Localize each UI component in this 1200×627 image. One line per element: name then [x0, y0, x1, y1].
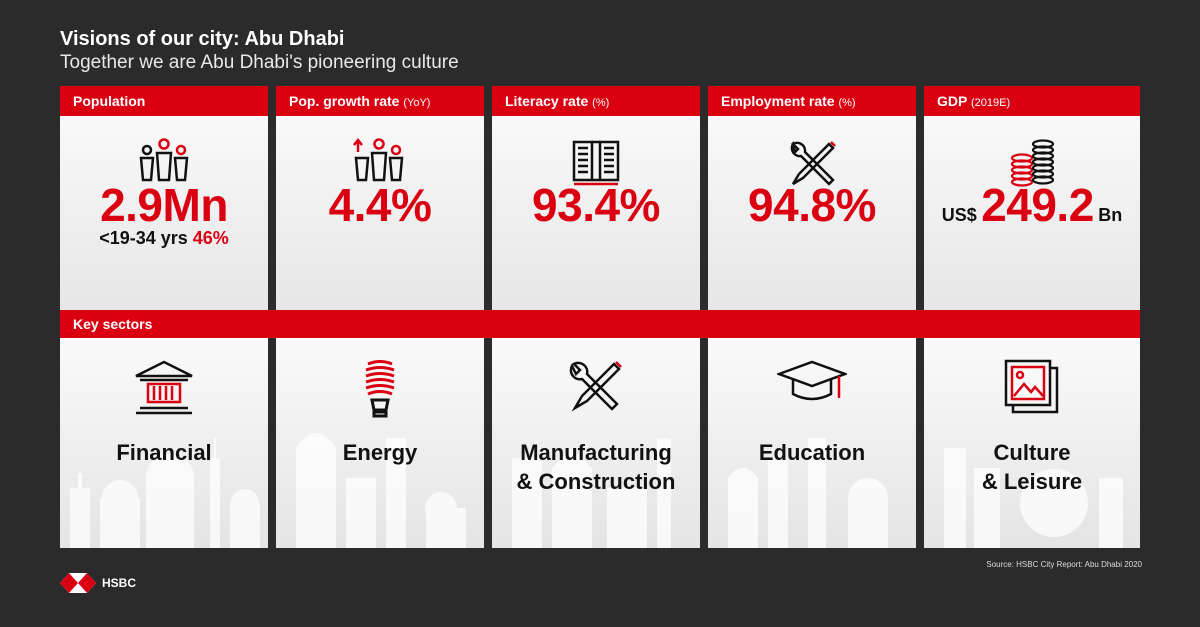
sector-financial: Financial [60, 338, 268, 548]
population-card: Population 2.9Mn <19-34 yrs 46% [60, 86, 268, 310]
population-growth-icon [352, 137, 408, 189]
gdp-currency: US$ [941, 205, 977, 225]
bank-icon [132, 358, 196, 421]
lightbulb-icon [360, 358, 400, 427]
population-header: Population [60, 86, 268, 116]
gdp-suffix: Bn [1098, 205, 1123, 225]
literacy-card: Literacy rate (%) 93.4% [492, 86, 700, 310]
skyline-decoration [728, 438, 888, 548]
sector-energy: Energy [276, 338, 484, 548]
source-note: Source: HSBC City Report: Abu Dhabi 2020 [986, 560, 1142, 569]
sector-label: Financial [116, 440, 212, 465]
book-icon [571, 138, 621, 191]
sector-label: Education [758, 440, 866, 465]
people-icon [137, 138, 191, 187]
sector-label: Energy [342, 440, 418, 465]
page-title: Visions of our city: Abu Dhabi [60, 28, 345, 50]
tools-icon [785, 138, 839, 193]
population-value: 2.9Mn [100, 179, 228, 231]
picture-frame-icon [1003, 358, 1061, 421]
sector-manufacturing: Manufacturing & Construction [492, 338, 700, 548]
skyline-decoration [944, 448, 1123, 548]
skyline-decoration [512, 438, 671, 548]
gdp-header: GDP (2019E) [924, 86, 1140, 116]
key-sectors-header: Key sectors [60, 310, 1140, 338]
page-subtitle: Together we are Abu Dhabi's pioneering c… [60, 52, 459, 73]
growth-value: 4.4% [328, 179, 432, 231]
hsbc-hexagon-icon [60, 573, 96, 593]
gdp-card: GDP (2019E) US$ 249.2 Bn [924, 86, 1140, 310]
employment-card: Employment rate (%) 94.8% [708, 86, 916, 310]
skyline-decoration [296, 433, 466, 548]
hsbc-wordmark: HSBC [102, 576, 137, 590]
growth-header: Pop. growth rate (YoY) [276, 86, 484, 116]
population-subtext: <19-34 yrs 46% [99, 228, 229, 248]
sector-label: Manufacturing & Construction [516, 440, 676, 494]
tools-icon [566, 358, 626, 419]
growth-card: Pop. growth rate (YoY) 4.4% [276, 86, 484, 310]
employment-header: Employment rate (%) [708, 86, 916, 116]
literacy-header: Literacy rate (%) [492, 86, 700, 116]
sector-culture: Culture & Leisure [924, 338, 1140, 548]
sector-education: Education [708, 338, 916, 548]
graduation-cap-icon [775, 358, 849, 415]
literacy-value: 93.4% [532, 179, 660, 231]
gdp-value: 249.2 [981, 179, 1094, 231]
gdp-value-row: US$ 249.2 Bn [924, 178, 1140, 232]
sector-label: Culture & Leisure [981, 440, 1083, 494]
skyline-decoration [70, 438, 260, 548]
employment-value: 94.8% [748, 179, 876, 231]
coins-icon [1007, 138, 1057, 195]
hsbc-logo: HSBC [60, 573, 136, 593]
